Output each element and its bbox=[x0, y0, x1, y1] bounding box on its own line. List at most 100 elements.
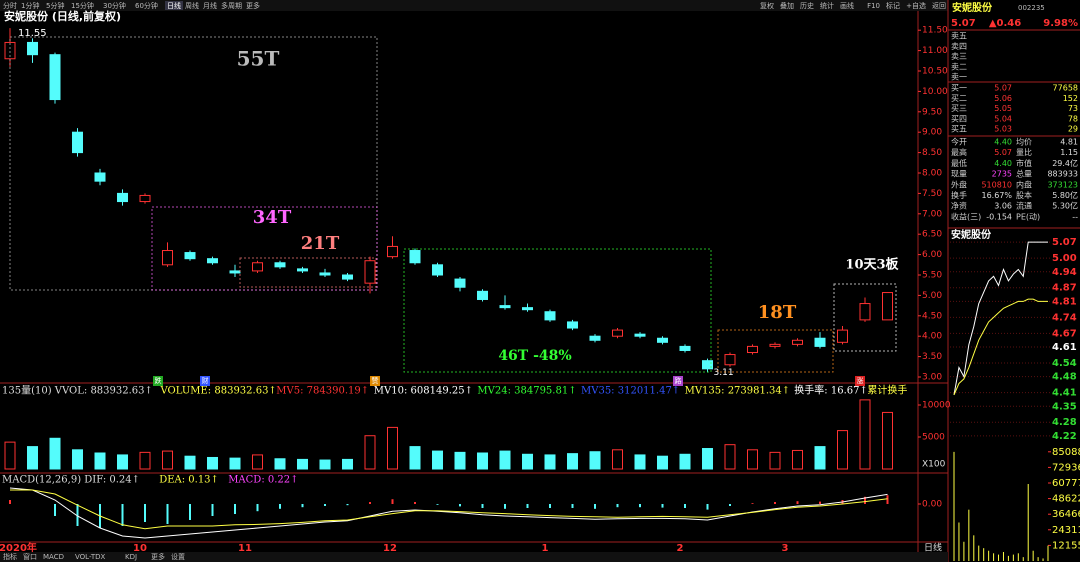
price-tick-label: 7.50 bbox=[922, 189, 942, 199]
sell-level: 卖一 bbox=[951, 73, 967, 82]
intraday-price-label: 4.35 bbox=[1052, 401, 1077, 412]
price-change-pct: 9.98% bbox=[1043, 18, 1078, 29]
period-label: 日线 bbox=[924, 542, 942, 554]
tab-bar-bg bbox=[0, 552, 948, 562]
active-tab-bg bbox=[165, 1, 183, 10]
volume-legend: MV135: 273981.34↑ bbox=[685, 386, 791, 397]
toolbar-button[interactable]: 统计 bbox=[820, 1, 834, 10]
candle-body bbox=[679, 345, 691, 351]
toolbar-button[interactable]: 返回 bbox=[932, 2, 946, 10]
toolbar-button[interactable]: +自选 bbox=[906, 1, 926, 10]
annotation-box bbox=[9, 36, 378, 291]
bottom-tab[interactable]: VOL-TDX bbox=[75, 553, 106, 561]
toolbar-tab[interactable]: 周线 bbox=[185, 1, 199, 10]
candle-body bbox=[657, 337, 668, 343]
stat-value: 1.15 bbox=[1060, 148, 1078, 157]
candle-body bbox=[207, 258, 218, 264]
volume-bar bbox=[702, 448, 713, 470]
bottom-tab[interactable]: KDJ bbox=[125, 553, 137, 561]
event-marker[interactable]: 财 bbox=[202, 376, 209, 385]
stat-label: 现量 bbox=[951, 170, 967, 179]
sell-level: 卖四 bbox=[951, 42, 967, 51]
volume-bar bbox=[364, 435, 376, 470]
toolbar-button[interactable]: 画线 bbox=[840, 1, 854, 10]
bottom-tab[interactable]: 指标 bbox=[3, 552, 17, 561]
candle-body bbox=[117, 192, 128, 203]
buy-price: 5.03 bbox=[994, 125, 1012, 134]
candle-body bbox=[724, 354, 736, 366]
macd-tick-label: 0.00 bbox=[922, 500, 942, 510]
toolbar-tab[interactable]: 月线 bbox=[203, 1, 217, 10]
volume-bar bbox=[72, 449, 83, 470]
toolbar-tab[interactable]: 1分钟 bbox=[21, 1, 39, 10]
toolbar-button[interactable]: 标记 bbox=[886, 1, 900, 10]
toolbar-tab[interactable]: 分时 bbox=[3, 1, 17, 10]
toolbar-button[interactable]: F10 bbox=[867, 2, 880, 10]
volume-bar bbox=[162, 450, 173, 470]
toolbar-tab[interactable]: 多周期 bbox=[221, 1, 242, 10]
volume-tick-label: 5000 bbox=[922, 433, 945, 443]
event-marker[interactable]: 路 bbox=[675, 376, 682, 385]
high-label: 11.55 bbox=[18, 28, 47, 39]
bottom-tab[interactable]: MACD bbox=[43, 553, 64, 561]
candle-body bbox=[499, 305, 511, 309]
x-axis-label: 2 bbox=[677, 543, 684, 554]
intraday-avg-line bbox=[953, 298, 1048, 396]
toolbar-button[interactable]: 叠加 bbox=[780, 1, 794, 10]
toolbar-button[interactable]: 历史 bbox=[800, 1, 814, 10]
volume-bar bbox=[319, 459, 331, 470]
sell-level: 卖五 bbox=[951, 32, 967, 41]
volume-bar bbox=[252, 454, 263, 470]
event-marker[interactable]: 跌 bbox=[155, 376, 162, 385]
volume-bar bbox=[567, 453, 578, 470]
buy-level: 买五 bbox=[951, 125, 967, 134]
toolbar-tab[interactable]: 5分钟 bbox=[46, 1, 64, 10]
intraday-volume-label: 85088 bbox=[1052, 447, 1080, 458]
volume-bar bbox=[634, 454, 646, 470]
volume-bar bbox=[4, 441, 16, 470]
toolbar-tab[interactable]: 15分钟 bbox=[71, 1, 94, 10]
annotation-label: 10天3板 bbox=[845, 257, 899, 273]
intraday-price-label: 4.28 bbox=[1052, 417, 1077, 428]
event-marker[interactable]: 赞 bbox=[372, 376, 379, 385]
toolbar-tab[interactable]: 更多 bbox=[246, 1, 260, 10]
toolbar-tab[interactable]: 30分钟 bbox=[103, 1, 126, 10]
event-marker[interactable]: 涨 bbox=[857, 376, 864, 385]
stat-label: 收益(三) bbox=[951, 211, 981, 221]
buy-volume: 29 bbox=[1068, 125, 1078, 134]
bottom-tab[interactable]: 更多 bbox=[151, 552, 165, 561]
bottom-tab[interactable]: 窗口 bbox=[23, 552, 37, 561]
volume-bar bbox=[207, 456, 218, 470]
candle-body bbox=[229, 270, 241, 274]
toolbar-button[interactable]: 复权 bbox=[760, 1, 774, 10]
candle-body bbox=[409, 250, 421, 264]
macd-legend: MACD(12,26,9) DIF: 0.24↑ bbox=[2, 475, 140, 486]
stock-code: 002235 bbox=[1018, 4, 1045, 12]
volume-bar bbox=[409, 446, 421, 470]
toolbar-tab[interactable]: 日线 bbox=[167, 1, 181, 10]
price-tick-label: 3.50 bbox=[922, 352, 942, 362]
stat-value: 5.30亿 bbox=[1052, 201, 1078, 211]
toolbar-tab[interactable]: 60分钟 bbox=[135, 1, 158, 10]
annotation-box bbox=[239, 257, 377, 288]
price-tick-label: 11.50 bbox=[922, 26, 948, 36]
intraday-price-label: 4.81 bbox=[1052, 296, 1077, 307]
candle-body bbox=[387, 245, 398, 258]
stat-value: 373123 bbox=[1047, 180, 1078, 189]
candle-body bbox=[139, 194, 151, 203]
candle-body bbox=[702, 360, 713, 370]
candle-body bbox=[454, 278, 466, 288]
buy-level: 买一 bbox=[951, 84, 967, 93]
candle-body bbox=[567, 321, 578, 329]
candle-body bbox=[769, 343, 781, 347]
candle-body bbox=[274, 262, 286, 268]
price-tick-label: 10.00 bbox=[922, 87, 948, 97]
candle-body bbox=[522, 307, 533, 311]
stat-label: 股本 bbox=[1016, 190, 1032, 200]
annotation-label: 55T bbox=[237, 47, 280, 71]
price-tick-label: 4.50 bbox=[922, 311, 942, 321]
bottom-tab[interactable]: 设置 bbox=[171, 552, 185, 561]
candle-body bbox=[544, 311, 556, 321]
